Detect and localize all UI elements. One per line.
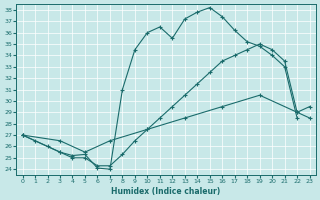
X-axis label: Humidex (Indice chaleur): Humidex (Indice chaleur) xyxy=(111,187,221,196)
